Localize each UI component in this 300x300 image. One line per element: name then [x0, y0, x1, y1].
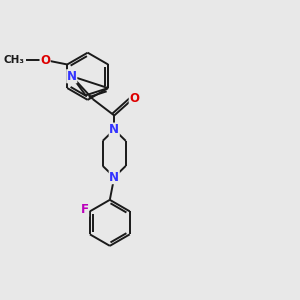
Text: F: F	[81, 203, 88, 216]
Text: O: O	[129, 92, 139, 105]
Text: CH₃: CH₃	[4, 55, 25, 65]
Text: O: O	[40, 53, 50, 67]
Text: N: N	[67, 70, 77, 83]
Text: N: N	[109, 123, 119, 136]
Text: N: N	[109, 171, 119, 184]
